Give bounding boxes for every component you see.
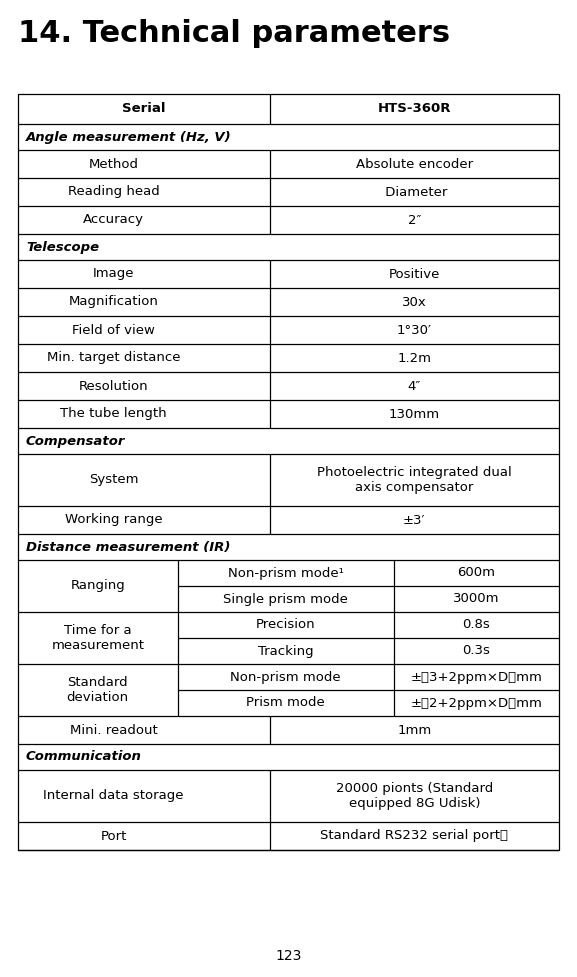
Text: ±3′: ±3′ bbox=[403, 514, 425, 527]
Text: Single prism mode: Single prism mode bbox=[223, 592, 349, 606]
Text: Internal data storage: Internal data storage bbox=[43, 789, 184, 802]
Text: ±（2+2ppm×D）mm: ±（2+2ppm×D）mm bbox=[411, 697, 542, 709]
Text: Prism mode: Prism mode bbox=[246, 697, 325, 709]
Text: ±（3+2ppm×D）mm: ±（3+2ppm×D）mm bbox=[411, 670, 542, 684]
Text: 130mm: 130mm bbox=[389, 407, 440, 420]
Text: Reading head: Reading head bbox=[68, 186, 159, 198]
Text: 1mm: 1mm bbox=[397, 724, 432, 737]
Text: Compensator: Compensator bbox=[26, 435, 125, 447]
Text: The tube length: The tube length bbox=[60, 407, 167, 420]
Text: 3000m: 3000m bbox=[454, 592, 500, 606]
Text: Resolution: Resolution bbox=[79, 379, 148, 393]
Text: 4″: 4″ bbox=[407, 379, 421, 393]
Text: Precision: Precision bbox=[256, 618, 316, 631]
Text: Port: Port bbox=[100, 829, 127, 842]
Text: Telescope: Telescope bbox=[26, 240, 99, 253]
Text: Standard RS232 serial port；: Standard RS232 serial port； bbox=[320, 829, 508, 842]
Text: Image: Image bbox=[93, 268, 134, 280]
Text: System: System bbox=[89, 474, 138, 487]
Text: Ranging: Ranging bbox=[70, 579, 125, 592]
Text: Angle measurement (Hz, V): Angle measurement (Hz, V) bbox=[26, 131, 231, 144]
Text: 30x: 30x bbox=[402, 295, 426, 309]
Text: Non-prism mode¹: Non-prism mode¹ bbox=[228, 567, 344, 579]
Text: 1°30′: 1°30′ bbox=[397, 323, 432, 336]
Text: Magnification: Magnification bbox=[69, 295, 159, 309]
Text: Field of view: Field of view bbox=[72, 323, 155, 336]
Text: Positive: Positive bbox=[388, 268, 440, 280]
Text: Working range: Working range bbox=[65, 514, 162, 527]
Text: 0.3s: 0.3s bbox=[463, 645, 490, 658]
Text: Min. target distance: Min. target distance bbox=[47, 352, 181, 364]
Text: Tracking: Tracking bbox=[258, 645, 314, 658]
Text: 0.8s: 0.8s bbox=[463, 618, 490, 631]
Text: Distance measurement (IR): Distance measurement (IR) bbox=[26, 540, 230, 554]
Text: Mini. readout: Mini. readout bbox=[70, 724, 158, 737]
Text: 600m: 600m bbox=[458, 567, 496, 579]
Text: 2″: 2″ bbox=[407, 214, 421, 227]
Text: Non-prism mode: Non-prism mode bbox=[230, 670, 341, 684]
Text: 1.2m: 1.2m bbox=[398, 352, 431, 364]
Text: 20000 pionts (Standard
equipped 8G Udisk): 20000 pionts (Standard equipped 8G Udisk… bbox=[336, 782, 493, 810]
Text: Serial: Serial bbox=[122, 103, 166, 115]
Text: Method: Method bbox=[89, 157, 138, 171]
Text: 123: 123 bbox=[275, 949, 302, 963]
Text: 14. Technical parameters: 14. Technical parameters bbox=[18, 19, 450, 48]
Text: Standard
deviation: Standard deviation bbox=[67, 676, 129, 704]
Text: Photoelectric integrated dual
axis compensator: Photoelectric integrated dual axis compe… bbox=[317, 466, 512, 494]
Text: Accuracy: Accuracy bbox=[83, 214, 144, 227]
Text: Time for a
measurement: Time for a measurement bbox=[51, 624, 144, 652]
Text: HTS-360R: HTS-360R bbox=[377, 103, 451, 115]
Text: Communication: Communication bbox=[26, 750, 142, 763]
Text: Absolute encoder: Absolute encoder bbox=[355, 157, 473, 171]
Text: Diameter: Diameter bbox=[381, 186, 448, 198]
